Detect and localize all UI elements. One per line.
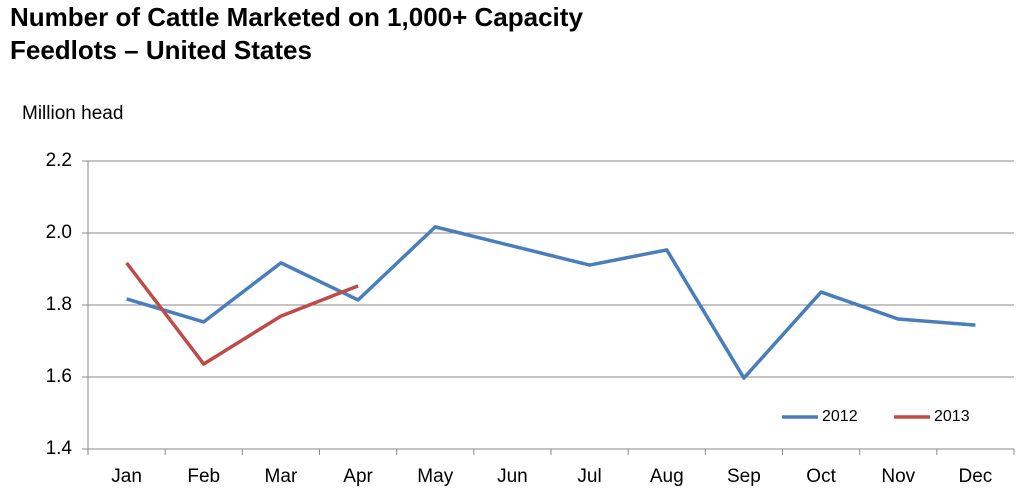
y-axis-label: Million head (22, 103, 123, 124)
x-tick-label: Jan (111, 466, 142, 487)
series-line (125, 261, 359, 366)
x-tick-label: Dec (959, 466, 993, 487)
x-tick-label: Feb (187, 466, 220, 487)
x-tick-label: Jun (497, 466, 528, 487)
x-tick-label: Jul (577, 466, 601, 487)
y-tick-label: 1.6 (46, 366, 72, 387)
x-tick-label: May (417, 466, 453, 487)
chart-title: Feedlots – United States (10, 35, 312, 65)
x-tick-label: Apr (343, 466, 373, 487)
x-tick-label: Aug (650, 466, 684, 487)
legend-label: 2012 (822, 408, 858, 425)
y-tick-label: 1.8 (46, 294, 72, 315)
x-tick-label: Mar (265, 466, 298, 487)
legend-label: 2013 (934, 408, 970, 425)
y-tick-label: 2.2 (46, 150, 72, 171)
x-tick-label: Nov (881, 466, 915, 487)
x-tick-label: Oct (806, 466, 836, 487)
chart-title: Number of Cattle Marketed on 1,000+ Capa… (10, 2, 583, 32)
series-line (126, 225, 976, 380)
y-tick-label: 2.0 (46, 222, 72, 243)
x-tick-label: Sep (727, 466, 761, 487)
y-tick-label: 1.4 (46, 438, 73, 459)
